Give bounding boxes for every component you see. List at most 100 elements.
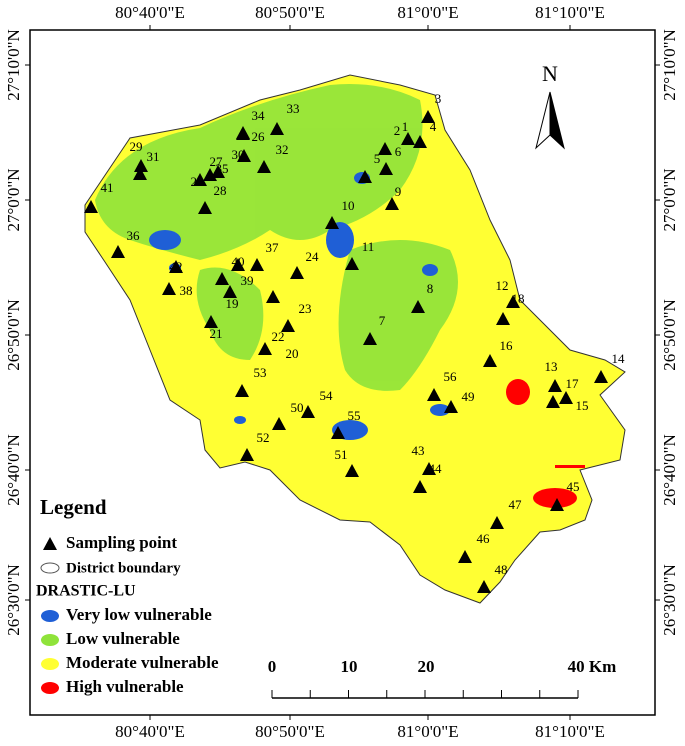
bottom-label: 80°40'0"E: [115, 722, 185, 741]
point-label: 53: [254, 365, 267, 380]
left-label: 26°30'0"N: [4, 564, 23, 636]
point-label: 9: [395, 184, 402, 199]
point-label: 20: [286, 346, 299, 361]
sampling-point: [421, 110, 435, 123]
sampling-point: [559, 391, 573, 404]
legend-boundary: District boundary: [66, 560, 181, 576]
sampling-point: [240, 448, 254, 461]
point-label: 8: [427, 281, 434, 296]
sampling-point: [413, 480, 427, 493]
point-label: 21: [210, 326, 223, 341]
sampling-point: [223, 285, 237, 298]
point-label: 54: [320, 388, 334, 403]
sampling-point: [379, 162, 393, 175]
north-arrow: N: [535, 61, 565, 150]
point-label: 48: [495, 562, 508, 577]
point-label: 32: [276, 142, 289, 157]
bottom-label: 80°50'0"E: [255, 722, 325, 741]
point-label: 6: [395, 144, 402, 159]
point-label: 31: [147, 149, 160, 164]
bottom-label: 81°0'0"E: [397, 722, 458, 741]
point-label: 37: [266, 240, 280, 255]
point-label: 29: [130, 139, 143, 154]
sampling-point: [550, 498, 564, 511]
right-label: 27°0'0"N: [660, 168, 679, 231]
point-label: 11: [362, 239, 375, 254]
point-label: 45: [567, 479, 580, 494]
legend-class: Low vulnerable: [66, 629, 180, 648]
sampling-point: [325, 216, 339, 229]
left-label: 27°0'0"N: [4, 168, 23, 231]
sampling-point: [506, 295, 520, 308]
point-label: 26: [252, 129, 266, 144]
sampling-point: [193, 173, 207, 186]
sampling-point: [331, 426, 345, 439]
sampling-point: [258, 342, 272, 355]
legend-class: Moderate vulnerable: [66, 653, 219, 672]
legend-class: Very low vulnerable: [66, 605, 212, 624]
sampling-point: [84, 200, 98, 213]
sampling-point: [413, 135, 427, 148]
sampling-point: [548, 379, 562, 392]
sampling-point: [235, 384, 249, 397]
legend-class: High vulnerable: [66, 677, 184, 696]
sampling-point: [236, 127, 250, 140]
point-label: 10: [342, 198, 355, 213]
sampling-point: [546, 395, 560, 408]
point-label: 15: [576, 398, 589, 413]
sampling-point: [477, 580, 491, 593]
point-label: 3: [435, 91, 442, 106]
point-label: 13: [545, 359, 558, 374]
point-label: 47: [509, 497, 523, 512]
legend-swatch: [41, 634, 59, 646]
point-label: 34: [252, 108, 266, 123]
right-label: 27°10'0"N: [660, 29, 679, 101]
point-label: 18: [512, 291, 525, 306]
sampling-point: [345, 464, 359, 477]
sampling-point: [198, 201, 212, 214]
point-label: 55: [348, 408, 361, 423]
point-label: 43: [412, 443, 425, 458]
sampling-point: [257, 160, 271, 173]
point-label: 36: [127, 228, 141, 243]
sampling-point: [231, 258, 245, 271]
point-label: 27: [210, 154, 224, 169]
sampling-point: [490, 516, 504, 529]
sampling-point: [272, 417, 286, 430]
point-label: 23: [299, 301, 312, 316]
sampling-point: [290, 266, 304, 279]
right-label: 26°50'0"N: [660, 299, 679, 371]
left-label: 26°50'0"N: [4, 299, 23, 371]
legend-title: Legend: [40, 495, 107, 519]
sampling-point: [594, 370, 608, 383]
legend-boundary-icon: [40, 562, 60, 574]
point-label: 52: [257, 430, 270, 445]
point-label: 28: [214, 183, 227, 198]
point-label: 40: [232, 254, 245, 269]
point-label: 24: [306, 249, 320, 264]
point-label: 38: [180, 283, 193, 298]
left-label: 27°10'0"N: [4, 29, 23, 101]
legend-swatch: [41, 610, 59, 622]
legend-triangle: [43, 537, 57, 550]
point-label: 35: [216, 161, 229, 176]
point-label: 50: [291, 400, 304, 415]
top-label: 81°0'0"E: [397, 3, 458, 22]
sampling-point: [134, 159, 148, 172]
point-label: 2: [394, 123, 401, 138]
north-label: N: [542, 61, 558, 86]
sampling-point: [458, 550, 472, 563]
point-label: 12: [496, 278, 509, 293]
legend-sampling: Sampling point: [66, 533, 177, 552]
sampling-point: [169, 260, 183, 273]
legend-drastic: DRASTIC-LU: [36, 583, 136, 600]
sampling-point: [444, 400, 458, 413]
bottom-label: 81°10'0"E: [535, 722, 605, 741]
sampling-point: [363, 332, 377, 345]
point-label: 56: [444, 369, 458, 384]
scale-bar: 0 10 20 40 Km: [268, 657, 616, 699]
point-label: 25: [191, 174, 204, 189]
point-label: 7: [379, 313, 386, 328]
sampling-point: [378, 142, 392, 155]
point-label: 16: [500, 338, 514, 353]
